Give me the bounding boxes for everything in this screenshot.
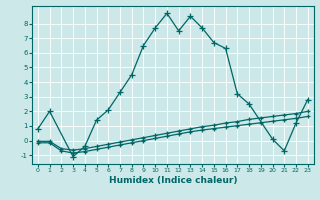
X-axis label: Humidex (Indice chaleur): Humidex (Indice chaleur) [108, 176, 237, 185]
